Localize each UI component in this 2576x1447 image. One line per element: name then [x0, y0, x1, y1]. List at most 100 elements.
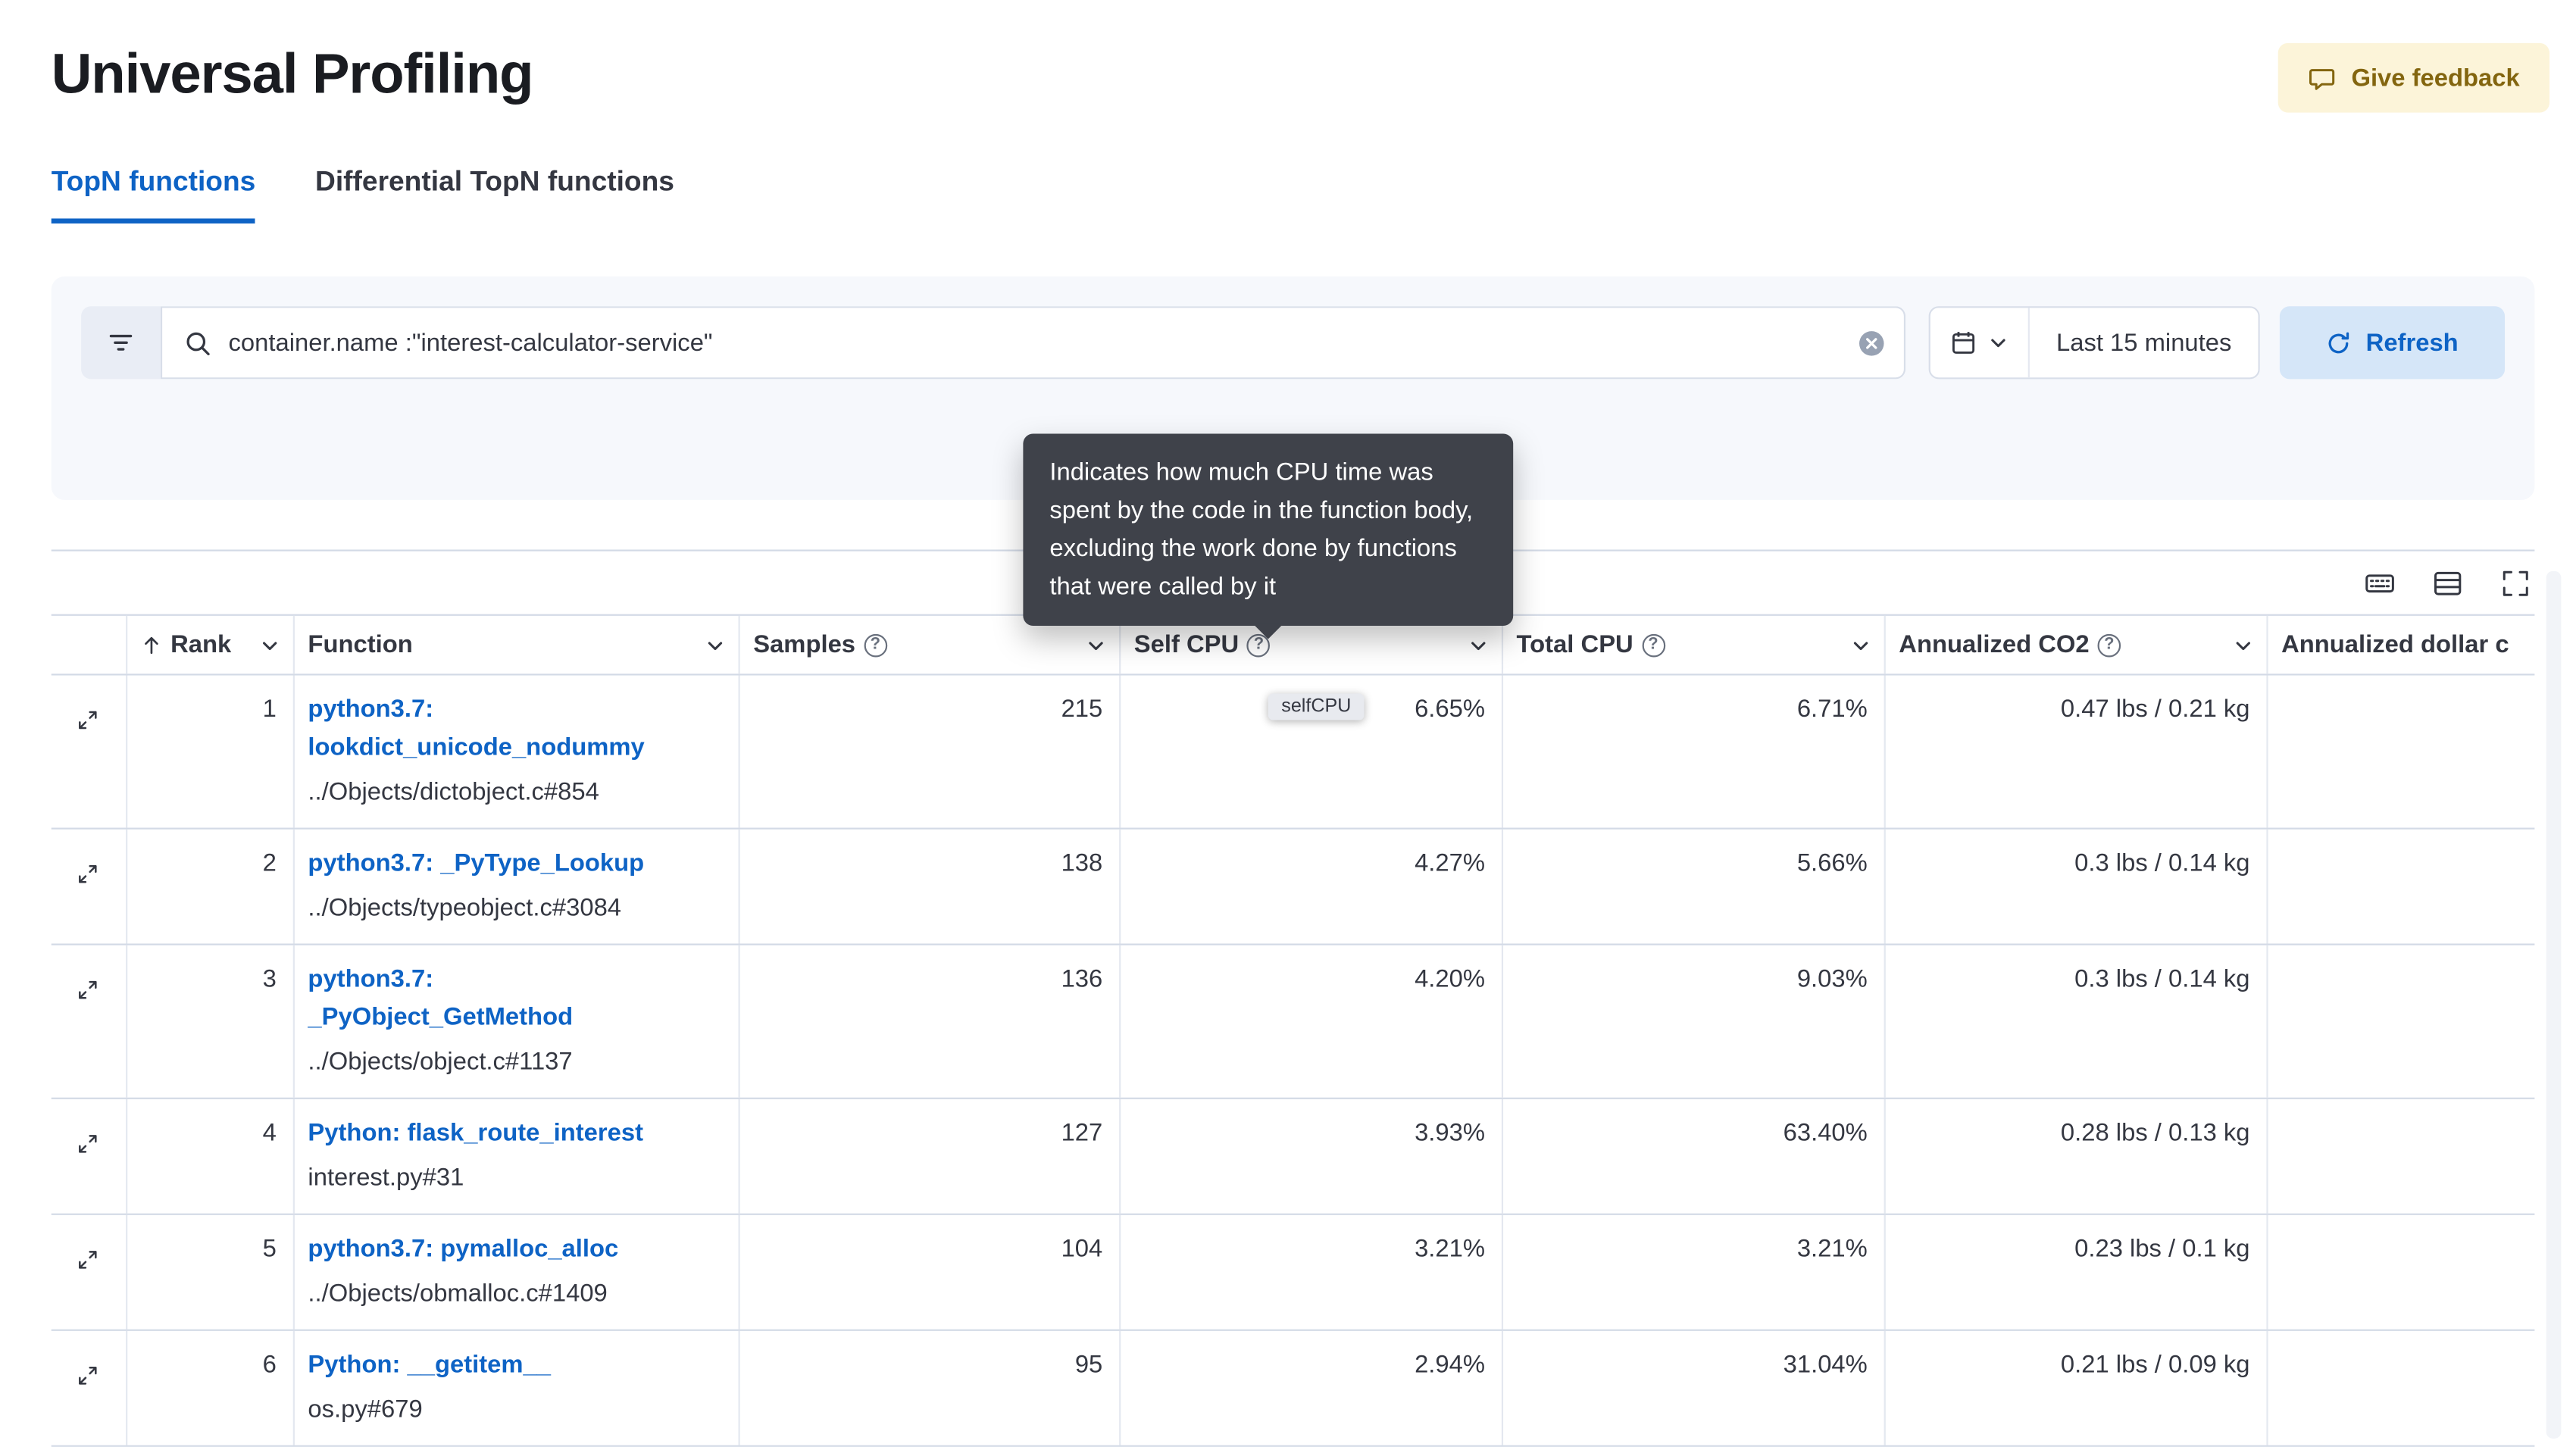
total-cpu-cell: 31.04%	[1503, 1330, 1886, 1445]
function-link[interactable]: python3.7: _PyType_Lookup	[308, 849, 645, 878]
header-function[interactable]: Function	[295, 615, 740, 674]
column-label-samples: Samples	[753, 630, 856, 659]
question-in-circle-icon	[863, 633, 887, 657]
expand-row-button[interactable]	[72, 1245, 102, 1274]
self-cpu-field-badge: selfCPU	[1268, 693, 1365, 720]
tab-differential-topn-functions[interactable]: Differential TopN functions	[315, 166, 674, 223]
rank-cell: 4	[127, 1099, 295, 1214]
rank-cell: 3	[127, 945, 295, 1098]
header-rank[interactable]: Rank	[127, 615, 295, 674]
function-file: ../Objects/obmalloc.c#1409	[308, 1280, 608, 1308]
function-cell: python3.7: lookdict_unicode_nodummy ../O…	[295, 675, 740, 828]
function-file: ../Objects/dictobject.c#854	[308, 777, 599, 807]
function-cell: Python: flask_route_interest interest.py…	[295, 1099, 740, 1214]
table-row: 1 python3.7: lookdict_unicode_nodummy ..…	[51, 675, 2535, 830]
query-bar	[160, 306, 1906, 380]
self-cpu-cell: 2.94%	[1121, 1330, 1504, 1445]
chevron-down-icon[interactable]	[2234, 635, 2253, 655]
self-cpu-cell: 4.20%	[1121, 945, 1504, 1098]
header-self-cpu[interactable]: Self CPU	[1121, 615, 1504, 674]
date-picker-group: Last 15 minutes	[1928, 306, 2260, 380]
chevron-down-icon[interactable]	[705, 635, 725, 655]
chevron-down-icon[interactable]	[1086, 635, 1105, 655]
co2-cell: 0.28 lbs / 0.13 kg	[1886, 1099, 2268, 1214]
column-label-rank: Rank	[170, 630, 232, 659]
header-annualized-dollar[interactable]: Annualized dollar c	[2268, 616, 2535, 673]
table-row: 4 Python: flask_route_interest interest.…	[51, 1099, 2535, 1215]
search-input[interactable]	[211, 328, 1858, 357]
expand-row-button[interactable]	[72, 705, 102, 735]
column-label-annualized-dollar: Annualized dollar c	[2281, 630, 2509, 659]
rank-cell: 1	[127, 675, 295, 828]
function-file: os.py#679	[308, 1395, 423, 1424]
expand-icon	[75, 708, 98, 732]
keyboard-shortcuts-button[interactable]	[2364, 567, 2396, 598]
search-icon	[184, 329, 212, 357]
fullscreen-button[interactable]	[2500, 567, 2532, 598]
expand-row-button[interactable]	[72, 1129, 102, 1158]
expand-icon	[75, 1133, 98, 1156]
close-circle-icon	[1858, 329, 1886, 357]
self-cpu-cell: 3.21%	[1121, 1214, 1504, 1330]
self-cpu-tooltip-text: Indicates how much CPU time was spent by…	[1049, 458, 1474, 602]
display-options-button[interactable]	[2432, 567, 2464, 598]
date-quick-select-button[interactable]	[1930, 308, 2030, 378]
samples-cell: 136	[740, 945, 1121, 1098]
expand-cell	[52, 829, 128, 944]
function-cell: python3.7: _PyObject_GetMethod ../Object…	[295, 945, 740, 1098]
header-annualized-co2[interactable]: Annualized CO2	[1886, 615, 2268, 674]
tab-bar: TopN functions Differential TopN functio…	[0, 166, 2576, 223]
header-total-cpu[interactable]: Total CPU	[1503, 615, 1886, 674]
tab-topn-functions[interactable]: TopN functions	[51, 166, 256, 223]
function-cell: Python: __getitem__ os.py#679	[295, 1330, 740, 1445]
grid-scrollbar[interactable]	[2546, 570, 2562, 1439]
function-link[interactable]: python3.7: lookdict_unicode_nodummy	[308, 695, 645, 762]
total-cpu-cell: 6.71%	[1503, 675, 1886, 828]
refresh-label: Refresh	[2365, 328, 2459, 357]
chevron-down-icon[interactable]	[1468, 635, 1488, 655]
header-expand-column	[52, 615, 128, 674]
add-filter-button[interactable]	[81, 306, 161, 380]
tab-differential-topn-functions-label: Differential TopN functions	[315, 165, 674, 198]
samples-cell: 104	[740, 1214, 1121, 1330]
samples-cell: 127	[740, 1099, 1121, 1214]
time-range-button[interactable]: Last 15 minutes	[2029, 308, 2259, 378]
samples-cell: 215	[740, 675, 1121, 828]
table-row: 5 python3.7: pymalloc_alloc ../Objects/o…	[51, 1214, 2535, 1331]
chevron-down-icon[interactable]	[260, 635, 280, 655]
clear-search-button[interactable]	[1858, 329, 1886, 357]
dollar-cost-cell	[2268, 1215, 2535, 1330]
expand-row-button[interactable]	[72, 859, 102, 889]
expand-cell	[52, 675, 128, 828]
function-link[interactable]: Python: __getitem__	[308, 1351, 552, 1380]
co2-cell: 0.3 lbs / 0.14 kg	[1886, 829, 2268, 944]
function-link[interactable]: python3.7: _PyObject_GetMethod	[308, 964, 574, 1032]
column-label-annualized-co2: Annualized CO2	[1899, 630, 2090, 659]
function-link[interactable]: python3.7: pymalloc_alloc	[308, 1235, 619, 1264]
expand-icon	[75, 978, 98, 1002]
total-cpu-cell: 63.40%	[1503, 1099, 1886, 1214]
expand-row-button[interactable]	[72, 975, 102, 1005]
function-file: ../Objects/typeobject.c#3084	[308, 893, 622, 923]
table-row: 6 Python: __getitem__ os.py#679 95 2.94%…	[51, 1330, 2535, 1447]
expand-row-button[interactable]	[72, 1361, 102, 1390]
refresh-button[interactable]: Refresh	[2279, 306, 2506, 380]
header-samples[interactable]: Samples	[740, 615, 1121, 674]
keyboard-icon	[2364, 567, 2396, 598]
expand-cell	[52, 1330, 128, 1445]
speech-bubble-icon	[2309, 64, 2337, 92]
co2-cell: 0.21 lbs / 0.09 kg	[1886, 1330, 2268, 1445]
function-link[interactable]: Python: flask_route_interest	[308, 1119, 644, 1148]
expand-cell	[52, 1214, 128, 1330]
chevron-down-icon	[1988, 333, 2008, 352]
grid-body: 1 python3.7: lookdict_unicode_nodummy ..…	[51, 675, 2535, 1447]
give-feedback-button[interactable]: Give feedback	[2278, 42, 2550, 113]
expand-cell	[52, 1099, 128, 1214]
grid-toolbar	[52, 552, 2535, 614]
expand-icon	[75, 1364, 98, 1388]
dollar-cost-cell	[2268, 1331, 2535, 1445]
chevron-down-icon[interactable]	[1851, 635, 1871, 655]
fullscreen-icon	[2500, 567, 2532, 598]
function-cell: python3.7: _PyType_Lookup ../Objects/typ…	[295, 829, 740, 944]
